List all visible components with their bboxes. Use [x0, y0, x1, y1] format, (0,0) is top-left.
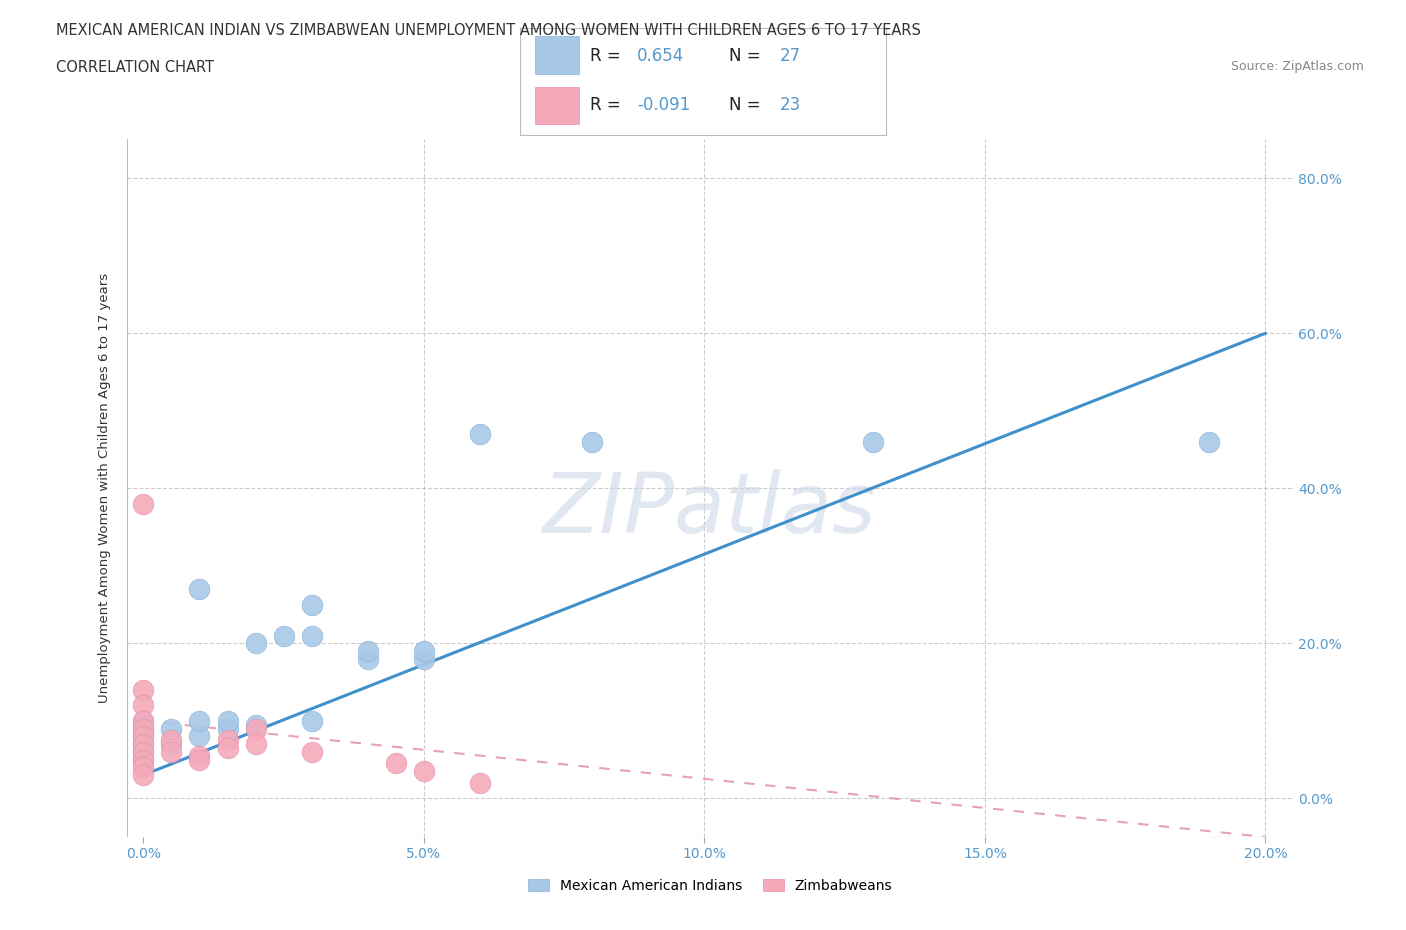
Point	[301, 628, 323, 643]
Point	[581, 434, 603, 449]
Point	[412, 651, 434, 666]
Point	[357, 644, 380, 658]
Point	[132, 737, 155, 751]
Point	[160, 721, 183, 736]
Text: 23: 23	[780, 96, 801, 113]
Point	[132, 729, 155, 744]
Point	[217, 733, 239, 748]
Point	[132, 737, 155, 751]
Point	[188, 713, 211, 728]
Text: CORRELATION CHART: CORRELATION CHART	[56, 60, 214, 75]
Point	[132, 713, 155, 728]
Point	[132, 752, 155, 767]
Point	[132, 713, 155, 728]
Point	[385, 756, 408, 771]
Point	[132, 683, 155, 698]
Point	[188, 752, 211, 767]
Point	[862, 434, 884, 449]
Point	[468, 776, 491, 790]
Legend: Mexican American Indians, Zimbabweans: Mexican American Indians, Zimbabweans	[520, 872, 900, 900]
Bar	[534, 36, 579, 73]
Point	[188, 581, 211, 596]
Point	[245, 737, 267, 751]
Point	[132, 744, 155, 759]
Point	[132, 752, 155, 767]
Point	[357, 651, 380, 666]
Point	[217, 713, 239, 728]
Point	[245, 636, 267, 651]
Point	[188, 748, 211, 763]
Text: ZIPatlas: ZIPatlas	[543, 469, 877, 550]
Text: -0.091: -0.091	[637, 96, 690, 113]
Y-axis label: Unemployment Among Women with Children Ages 6 to 17 years: Unemployment Among Women with Children A…	[97, 273, 111, 703]
Point	[132, 721, 155, 736]
Point	[160, 744, 183, 759]
Point	[160, 733, 183, 748]
Bar	[534, 86, 579, 125]
Point	[132, 698, 155, 712]
Point	[468, 427, 491, 442]
Text: 27: 27	[780, 46, 801, 65]
Text: R =: R =	[589, 46, 626, 65]
Point	[412, 764, 434, 778]
Point	[245, 721, 267, 736]
Point	[412, 644, 434, 658]
Point	[273, 628, 295, 643]
Point	[188, 729, 211, 744]
Point	[301, 713, 323, 728]
Point	[160, 737, 183, 751]
Point	[132, 767, 155, 782]
Point	[132, 497, 155, 512]
Point	[217, 721, 239, 736]
Text: N =: N =	[728, 96, 765, 113]
Text: MEXICAN AMERICAN INDIAN VS ZIMBABWEAN UNEMPLOYMENT AMONG WOMEN WITH CHILDREN AGE: MEXICAN AMERICAN INDIAN VS ZIMBABWEAN UN…	[56, 23, 921, 38]
Point	[132, 760, 155, 775]
Text: R =: R =	[589, 96, 626, 113]
Point	[217, 740, 239, 755]
Point	[132, 729, 155, 744]
Point	[301, 597, 323, 612]
Point	[1198, 434, 1220, 449]
Point	[301, 744, 323, 759]
Text: N =: N =	[728, 46, 765, 65]
Text: Source: ZipAtlas.com: Source: ZipAtlas.com	[1230, 60, 1364, 73]
Text: 0.654: 0.654	[637, 46, 685, 65]
Point	[132, 721, 155, 736]
Point	[245, 717, 267, 732]
Point	[132, 744, 155, 759]
